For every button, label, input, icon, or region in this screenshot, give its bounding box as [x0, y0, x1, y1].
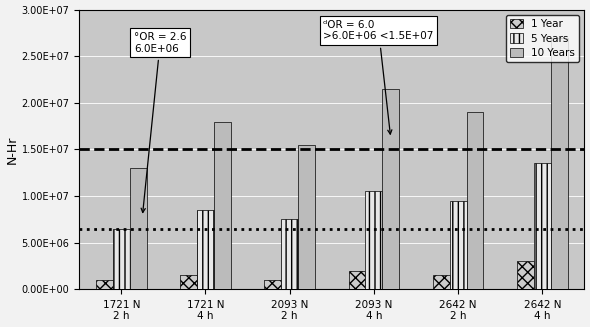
Bar	[96, 280, 113, 289]
Bar	[550, 38, 568, 289]
Text: ᵈOR = 6.0
>6.0E+06 <1.5E+07: ᵈOR = 6.0 >6.0E+06 <1.5E+07	[323, 20, 434, 134]
Text: °OR = 2.6
6.0E+06: °OR = 2.6 6.0E+06	[134, 32, 186, 213]
Bar	[365, 192, 382, 289]
Y-axis label: N-Hr: N-Hr	[5, 135, 18, 164]
Legend: 1 Year, 5 Years, 10 Years: 1 Year, 5 Years, 10 Years	[506, 15, 579, 62]
Bar	[349, 271, 365, 289]
Bar	[467, 112, 483, 289]
Bar	[298, 145, 315, 289]
Bar	[113, 229, 130, 289]
Bar	[197, 210, 214, 289]
Bar	[264, 280, 281, 289]
Bar	[130, 168, 146, 289]
Bar	[433, 275, 450, 289]
Bar	[517, 262, 534, 289]
Bar	[281, 219, 298, 289]
Bar	[382, 89, 399, 289]
Bar	[214, 122, 231, 289]
Bar	[450, 201, 467, 289]
Bar	[534, 164, 550, 289]
Bar	[180, 275, 197, 289]
